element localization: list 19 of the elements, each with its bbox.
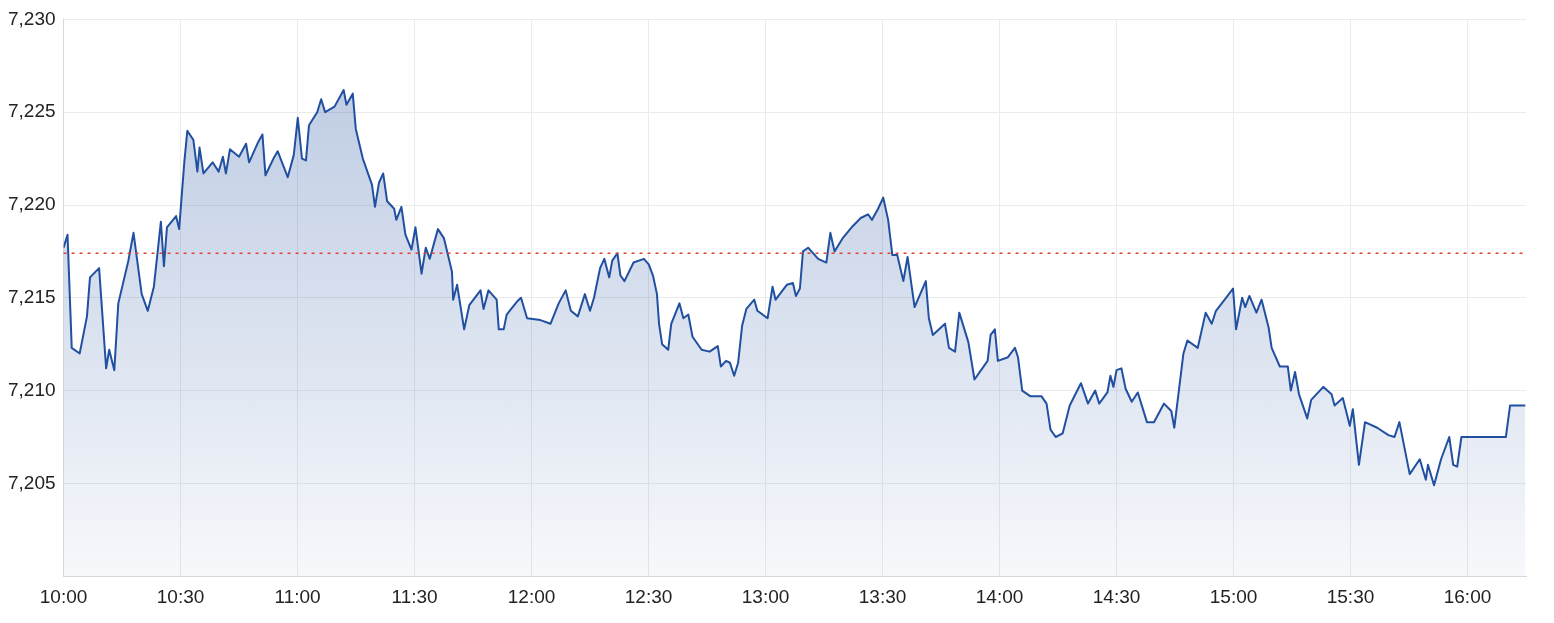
x-tick-label: 11:30 — [391, 585, 438, 607]
x-tick-label: 15:00 — [1209, 585, 1258, 607]
x-tick-label: 14:30 — [1092, 585, 1141, 607]
x-tick-label: 11:00 — [274, 585, 321, 607]
y-tick-label: 7,220 — [8, 193, 56, 215]
x-tick-label: 16:00 — [1443, 585, 1492, 607]
x-tick-label: 10:00 — [39, 585, 88, 607]
x-tick-label: 12:30 — [624, 585, 673, 607]
y-tick-label: 7,230 — [8, 7, 56, 29]
y-tick-label: 7,215 — [8, 286, 56, 308]
x-tick-label: 12:00 — [507, 585, 556, 607]
x-tick-label: 15:30 — [1326, 585, 1375, 607]
x-tick-label: 13:00 — [741, 585, 790, 607]
y-tick-label: 7,210 — [8, 378, 56, 400]
x-tick-label: 13:30 — [858, 585, 907, 607]
x-tick-label: 10:30 — [156, 585, 205, 607]
y-tick-label: 7,225 — [8, 100, 56, 122]
y-tick-label: 7,205 — [8, 471, 56, 493]
x-tick-label: 14:00 — [975, 585, 1024, 607]
